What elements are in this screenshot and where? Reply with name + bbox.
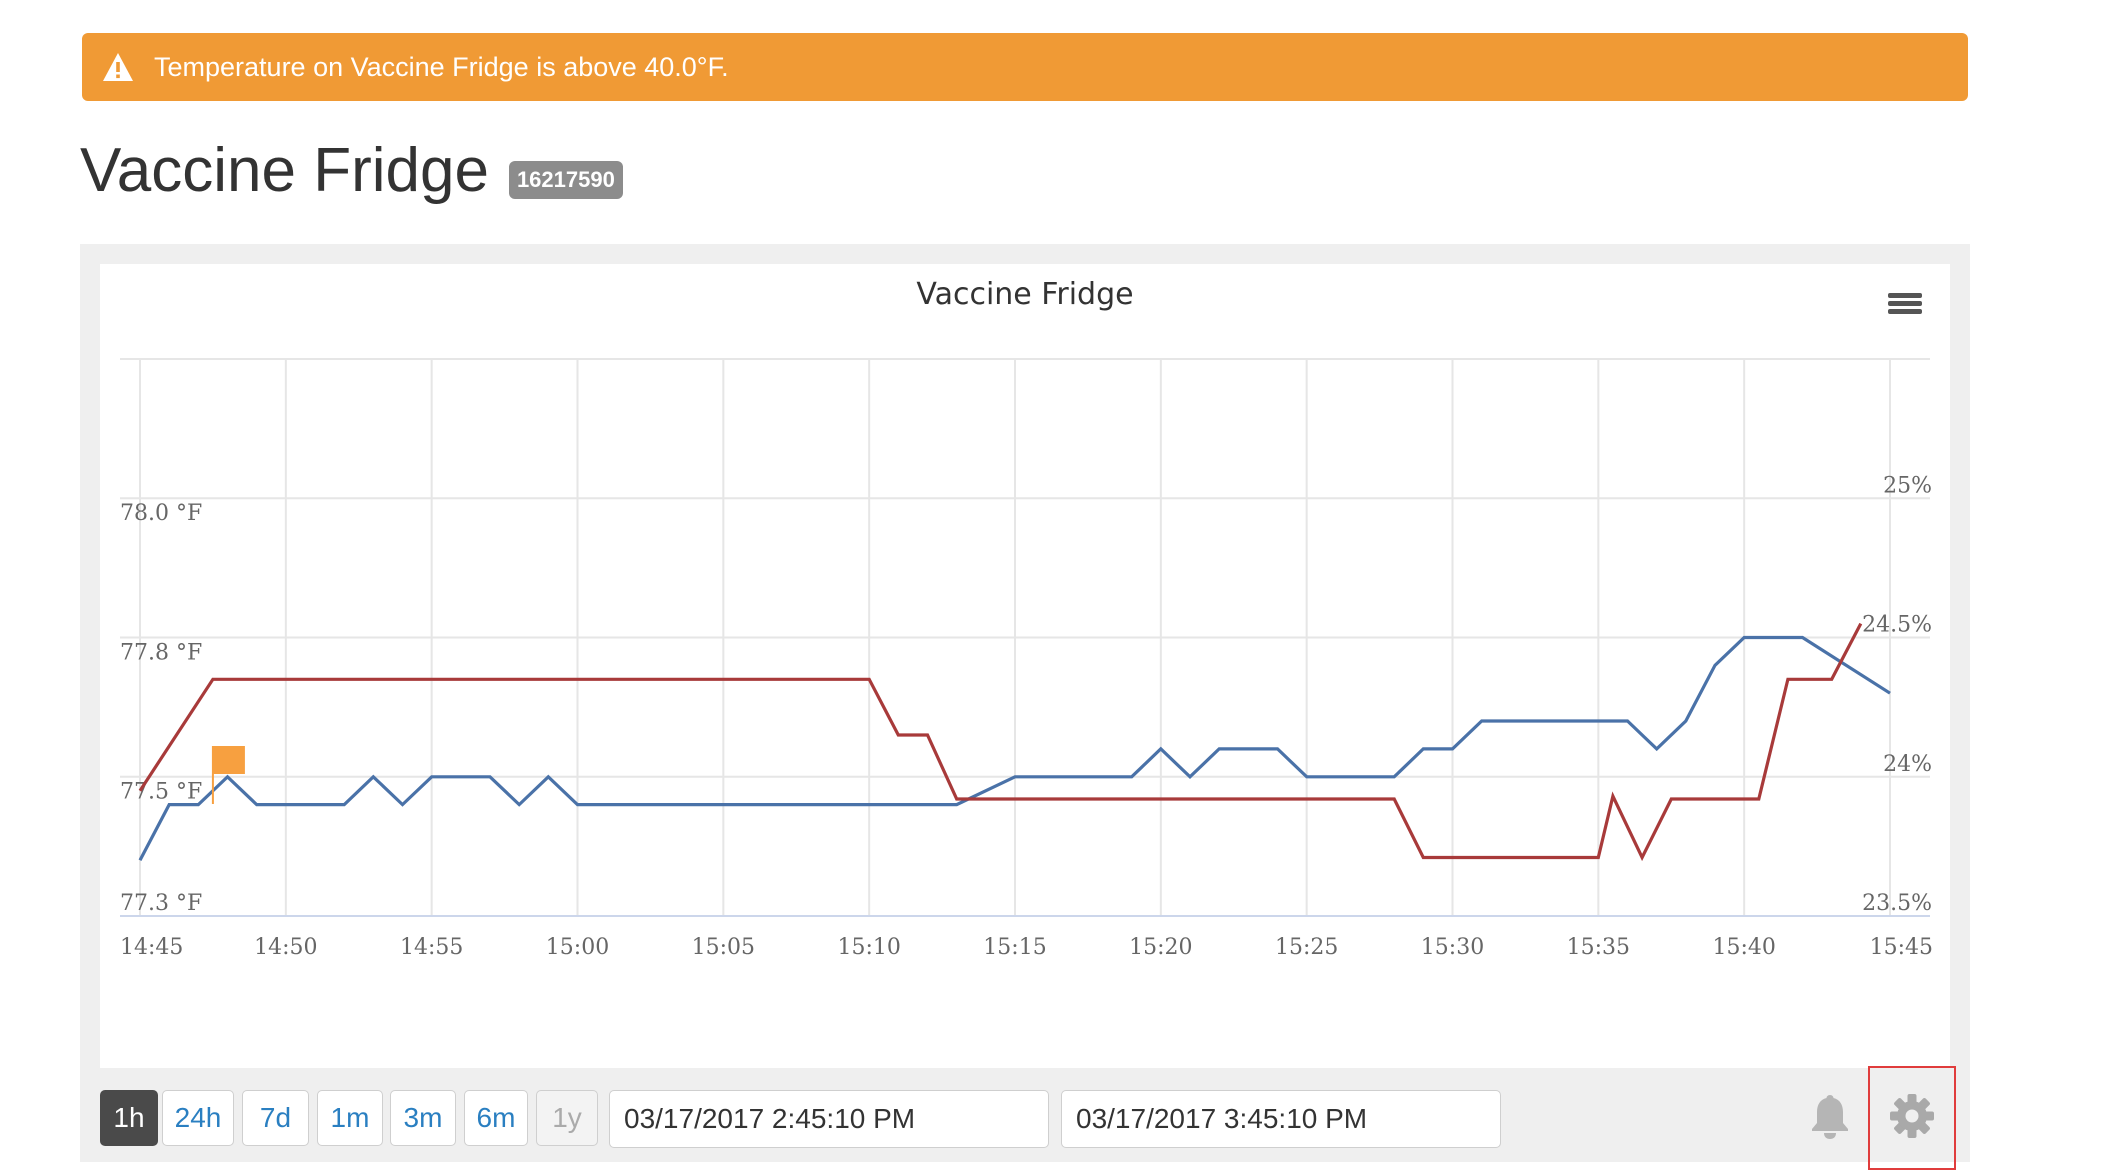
- page-title: Vaccine Fridge: [80, 136, 489, 205]
- series-line-2: [138, 622, 1863, 862]
- warning-icon: [102, 50, 136, 84]
- x-tick-label: 15:10: [837, 935, 900, 960]
- range-button-7d[interactable]: 7d: [242, 1090, 309, 1146]
- range-button-1m[interactable]: 1m: [317, 1090, 383, 1146]
- x-tick-label: 14:55: [400, 935, 463, 960]
- start-date-input[interactable]: [609, 1090, 1049, 1148]
- range-button-1y[interactable]: 1y: [536, 1090, 598, 1146]
- x-tick-label: 15:45: [1870, 935, 1933, 960]
- y-left-tick-label: 78.0 °F: [120, 501, 202, 526]
- x-tick-label: 14:50: [254, 935, 317, 960]
- y-right-tick-label: 24%: [1883, 752, 1932, 777]
- hamburger-menu-icon[interactable]: [1888, 293, 1922, 314]
- range-button-24h[interactable]: 24h: [162, 1090, 234, 1146]
- x-tick-label: 15:25: [1275, 935, 1338, 960]
- settings-button[interactable]: [1868, 1066, 1956, 1170]
- page-header: Vaccine Fridge 16217590: [80, 135, 623, 206]
- x-tick-label: 15:35: [1567, 935, 1630, 960]
- x-tick-label: 15:20: [1129, 935, 1192, 960]
- series-line-1: [138, 635, 1891, 862]
- bell-icon: [1808, 1093, 1852, 1146]
- alerts-button[interactable]: [1800, 1090, 1860, 1148]
- alarm-flag: [212, 746, 245, 774]
- range-button-6m[interactable]: 6m: [464, 1090, 528, 1146]
- x-tick-label: 15:15: [983, 935, 1046, 960]
- x-tick-label: 15:00: [546, 935, 609, 960]
- serial-badge: 16217590: [508, 160, 623, 199]
- range-button-3m[interactable]: 3m: [390, 1090, 456, 1146]
- y-right-tick-label: 25%: [1883, 473, 1932, 498]
- end-date-input[interactable]: [1061, 1090, 1501, 1148]
- x-tick-label: 15:30: [1421, 935, 1484, 960]
- x-tick-label: 15:05: [692, 935, 755, 960]
- gear-icon: [1889, 1093, 1935, 1144]
- x-tick-label: 15:40: [1712, 935, 1775, 960]
- temperature-humidity-chart: Vaccine Fridge 14:45 14:50 14:55 15:00 15:05 1…: [120, 277, 1933, 960]
- temperature-alert-banner: Temperature on Vaccine Fridge is above 4…: [82, 33, 1968, 101]
- y-left-tick-label: 77.8 °F: [120, 640, 202, 665]
- y-right-tick-label: 23.5%: [1862, 891, 1932, 916]
- chart-panel: Vaccine Fridge 14:45 14:50 14:55 15:00 15:05 1…: [80, 244, 1970, 1170]
- y-left-tick-label: 77.5 °F: [120, 780, 202, 805]
- x-tick-label: 14:45: [120, 935, 183, 960]
- y-left-tick-label: 77.3 °F: [120, 891, 202, 916]
- range-button-1h[interactable]: 1h: [100, 1090, 158, 1146]
- alert-message: Temperature on Vaccine Fridge is above 4…: [154, 51, 729, 82]
- y-right-tick-label: 24.5%: [1862, 613, 1932, 638]
- chart-title: Vaccine Fridge: [916, 277, 1133, 312]
- chart-controls: 1h 24h 7d 1m 3m 6m 1y: [80, 1066, 1970, 1170]
- chart-container: Vaccine Fridge 14:45 14:50 14:55 15:00 15:05 1…: [100, 264, 1950, 1068]
